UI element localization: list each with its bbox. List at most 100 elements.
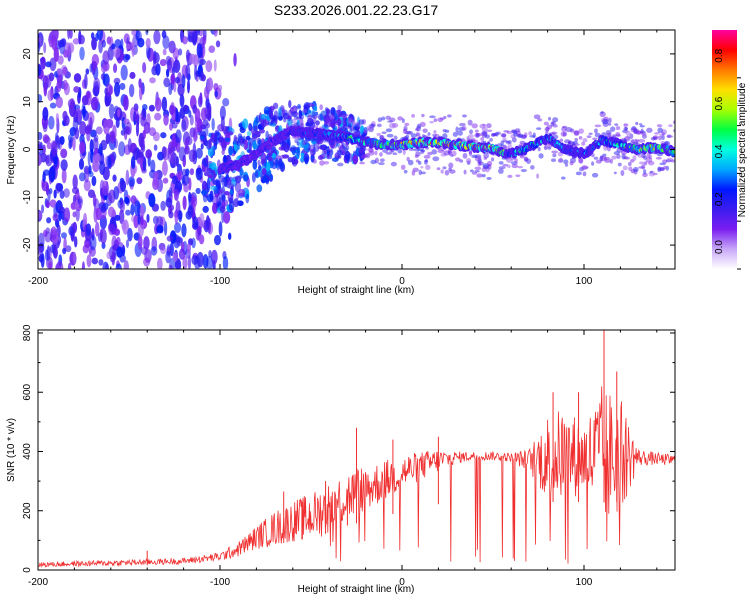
spectrogram-blob	[267, 156, 274, 162]
spectrogram-blob	[38, 40, 41, 54]
spectrogram-blob	[152, 55, 157, 71]
colorbar-label: Normalized spectral amplitude	[737, 82, 748, 217]
spectrogram-blob	[174, 188, 180, 202]
spectrogram-blob	[85, 223, 92, 237]
y-tick-label: 0	[22, 567, 33, 573]
spectrogram-blob	[103, 73, 110, 87]
spectrogram-blob	[376, 132, 381, 136]
spectrogram-blob	[191, 195, 198, 207]
spectrogram-blob	[273, 102, 279, 110]
spectrogram-blob	[329, 114, 335, 121]
spectrogram-blob	[87, 111, 95, 126]
spectrogram-blob	[199, 58, 206, 66]
spectrogram-blob	[266, 115, 270, 121]
spectrogram-blob	[152, 178, 160, 190]
spectrogram-blob	[111, 43, 116, 50]
spectrogram-blob	[78, 172, 86, 182]
spectrogram-blob	[168, 264, 173, 269]
spectrogram-blob	[45, 61, 52, 68]
spectrogram-blob	[474, 166, 482, 171]
spectrogram-blob	[124, 196, 130, 205]
spectrogram-blob	[78, 34, 85, 45]
spectrogram-blob	[413, 148, 421, 152]
spectrogram-blob	[451, 150, 457, 157]
spectrogram-blob	[238, 188, 246, 197]
spectrogram-blob	[72, 174, 78, 190]
spectrogram-blob	[343, 147, 348, 154]
spectrogram-blob	[312, 124, 319, 129]
x-tick-label: 0	[399, 276, 405, 287]
spectrogram-blob	[135, 30, 140, 41]
spectrogram-blob	[188, 110, 192, 118]
spectrogram-blobs	[38, 30, 675, 269]
spectrogram-blob	[210, 132, 216, 141]
spectrogram-blob	[415, 131, 420, 137]
spectrogram-blob	[498, 168, 504, 174]
spectrogram-blob	[194, 65, 198, 80]
spectrogram-blob	[431, 149, 438, 155]
spectrogram-blob	[115, 263, 122, 269]
colorbar-tick-label: 0.6	[714, 96, 725, 110]
spectrogram-blob	[222, 255, 229, 269]
spectrogram-blob	[159, 58, 167, 67]
snr-peaks	[146, 330, 618, 566]
spectrogram-blob	[170, 152, 178, 168]
spectrogram-blob	[153, 144, 158, 151]
spectrogram-blob	[338, 144, 342, 150]
spectrogram-blob	[68, 226, 74, 236]
spectrogram-blob	[420, 165, 424, 169]
spectrogram-blob	[402, 128, 408, 134]
spectrogram-blob	[196, 30, 201, 36]
spectrogram-blob	[433, 118, 438, 122]
spectrogram-blob	[437, 149, 445, 153]
spectrogram-blob	[120, 38, 124, 49]
spectrogram-blob	[163, 77, 171, 88]
spectrogram-blob	[417, 160, 422, 165]
spectrogram-blob	[113, 77, 121, 85]
spectrogram-blob	[474, 169, 480, 173]
spectrogram-blob	[646, 127, 653, 133]
spectrogram-blob	[154, 112, 162, 121]
spectrogram-blob	[165, 250, 171, 264]
spectrogram-blob	[224, 190, 230, 196]
spectrogram-blob	[623, 126, 628, 131]
spectrogram-blob	[182, 195, 187, 210]
spectrogram-blob	[58, 210, 62, 222]
spectrogram-blob	[552, 117, 559, 123]
spectrogram-blob	[181, 223, 187, 238]
spectrogram-blob	[397, 148, 403, 154]
spectrogram-blob	[649, 170, 653, 174]
spectrogram-blob	[60, 159, 68, 171]
spectrogram-blob	[131, 215, 135, 223]
spectrogram-blob	[176, 236, 183, 247]
spectrogram-blob	[599, 156, 604, 162]
spectrogram-blob	[145, 30, 149, 36]
spectrogram-blob	[448, 167, 452, 172]
spectrogram-blob	[137, 213, 141, 226]
spectrogram-blob	[256, 184, 263, 193]
spectrogram-blob	[142, 156, 147, 172]
spectrogram-blob	[196, 42, 203, 59]
spectrogram-blob	[411, 114, 415, 118]
spectrogram-blob	[468, 151, 473, 156]
spectrogram-blob	[608, 122, 612, 126]
spectrogram-blob	[536, 173, 540, 179]
spectrogram-blob	[263, 175, 267, 183]
spectrogram-blob	[319, 104, 323, 111]
spectrogram-blob	[98, 259, 104, 266]
spectrogram-blob	[57, 55, 64, 65]
spectrogram-blob	[562, 132, 567, 137]
spectrogram-blob	[55, 263, 62, 269]
spectrogram-blob	[56, 73, 63, 89]
spectrogram-blob	[563, 159, 569, 165]
spectrogram-blob	[114, 38, 122, 49]
spectrogram-blob	[245, 135, 251, 141]
spectrogram-blob	[123, 94, 129, 111]
spectrogram-blob	[641, 164, 646, 170]
spectrogram-blob	[60, 64, 68, 76]
spectrogram-blob	[626, 135, 630, 140]
spectrogram-blob	[573, 130, 580, 136]
spectrogram-blob	[614, 123, 619, 126]
spectrogram-blob	[440, 169, 444, 174]
